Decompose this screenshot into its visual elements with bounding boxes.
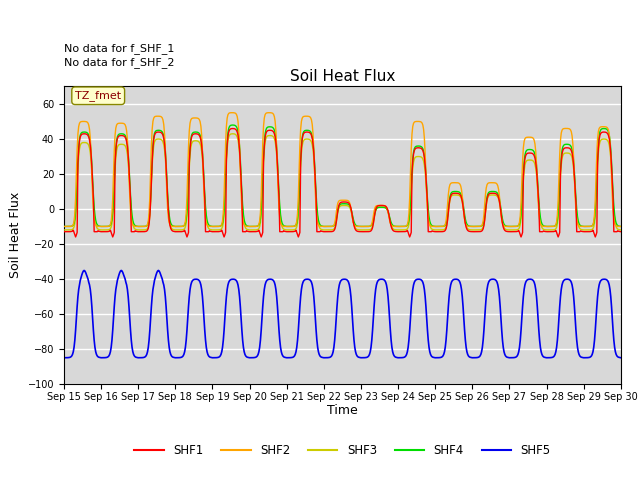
Legend: SHF1, SHF2, SHF3, SHF4, SHF5: SHF1, SHF2, SHF3, SHF4, SHF5 [129,439,556,461]
Text: TZ_fmet: TZ_fmet [75,90,121,101]
Text: No data for f_SHF_1: No data for f_SHF_1 [64,43,174,54]
Y-axis label: Soil Heat Flux: Soil Heat Flux [9,192,22,278]
Text: No data for f_SHF_2: No data for f_SHF_2 [64,58,175,69]
X-axis label: Time: Time [327,405,358,418]
Title: Soil Heat Flux: Soil Heat Flux [290,69,395,84]
